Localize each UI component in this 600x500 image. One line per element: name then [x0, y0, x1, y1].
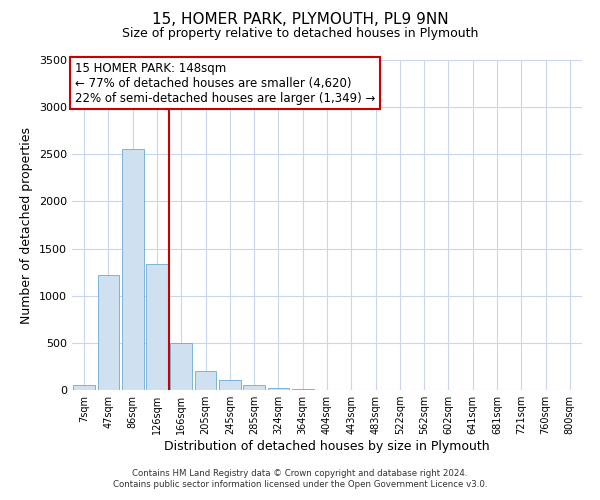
Text: Contains HM Land Registry data © Crown copyright and database right 2024.: Contains HM Land Registry data © Crown c… [132, 468, 468, 477]
Bar [219, 380, 241, 390]
Bar [268, 388, 289, 390]
X-axis label: Distribution of detached houses by size in Plymouth: Distribution of detached houses by size … [164, 440, 490, 453]
Bar [292, 389, 314, 390]
Bar [97, 275, 119, 390]
Bar [146, 264, 168, 390]
Text: 15, HOMER PARK, PLYMOUTH, PL9 9NN: 15, HOMER PARK, PLYMOUTH, PL9 9NN [152, 12, 448, 28]
Bar [73, 386, 95, 390]
Y-axis label: Number of detached properties: Number of detached properties [20, 126, 34, 324]
Bar [243, 386, 265, 390]
Text: Contains public sector information licensed under the Open Government Licence v3: Contains public sector information licen… [113, 480, 487, 489]
Bar [170, 343, 192, 390]
Bar [194, 371, 217, 390]
Text: 15 HOMER PARK: 148sqm
← 77% of detached houses are smaller (4,620)
22% of semi-d: 15 HOMER PARK: 148sqm ← 77% of detached … [74, 62, 375, 104]
Bar [122, 148, 143, 390]
Text: Size of property relative to detached houses in Plymouth: Size of property relative to detached ho… [122, 28, 478, 40]
